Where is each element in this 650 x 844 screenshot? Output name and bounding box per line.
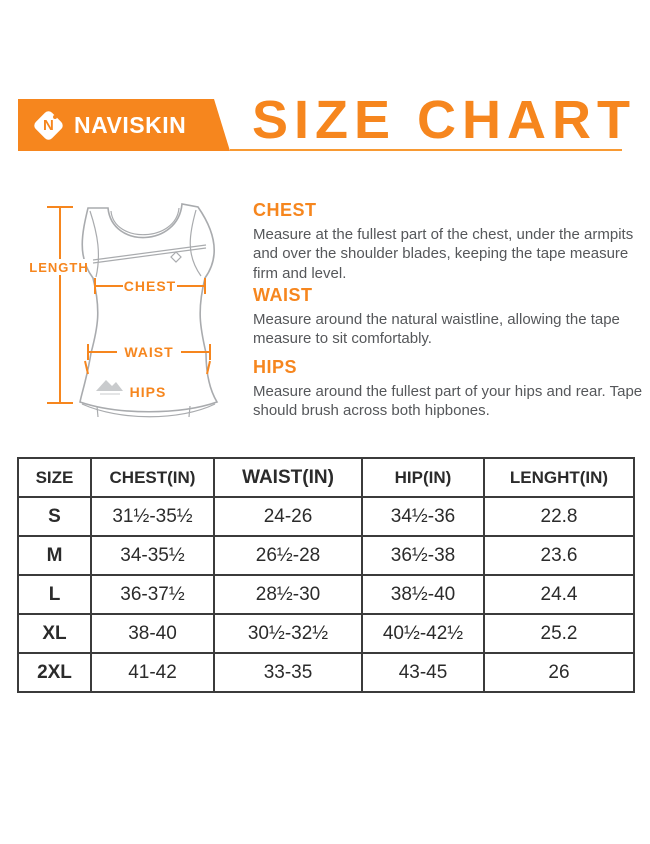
page-title: SIZE CHART [252, 90, 636, 150]
size-cell: XL [17, 613, 92, 654]
size-cell: 2XL [17, 652, 92, 693]
brand-logo-letter: N [42, 116, 54, 134]
table-cell: 38½-40 [361, 574, 485, 615]
section-hips-heading: HIPS [253, 357, 298, 377]
waist-label: WAIST [124, 344, 173, 360]
waist-line [87, 344, 211, 360]
table-cell: 41-42 [90, 652, 215, 693]
brand-name: NAVISKIN [74, 111, 187, 138]
header-hip: HIP(IN) [361, 457, 485, 498]
size-diagram: LENGTH CHEST WAIST HIPS [30, 195, 240, 430]
table-cell: 23.6 [483, 535, 635, 576]
brand-logo-diamond: N [31, 108, 65, 142]
header-chest: CHEST(IN) [90, 457, 215, 498]
table-cell: 24-26 [213, 496, 363, 537]
size-table: SIZE CHEST(IN) WAIST(IN) HIP(IN) LENGHT(… [17, 457, 635, 693]
brand-logo: N [31, 108, 65, 142]
chest-label: CHEST [124, 278, 176, 294]
table-cell: 34-35½ [90, 535, 215, 576]
section-waist-heading: WAIST [253, 285, 313, 305]
hips-label: HIPS [130, 384, 167, 400]
chest-line [94, 278, 206, 294]
table-cell: 25.2 [483, 613, 635, 654]
section-chest-body: Measure at the fullest part of the chest… [253, 226, 634, 282]
header-length: LENGHT(IN) [483, 457, 635, 498]
table-row: S 31½-35½ 24-26 34½-36 22.8 [17, 496, 635, 537]
section-waist: WAIST Measure around the natural waistli… [253, 285, 643, 349]
size-cell: L [17, 574, 92, 615]
size-cell: M [17, 535, 92, 576]
table-row: L 36-37½ 28½-30 38½-40 24.4 [17, 574, 635, 615]
table-cell: 28½-30 [213, 574, 363, 615]
table-cell: 26 [483, 652, 635, 693]
hips-ticks [84, 360, 211, 375]
table-cell: 38-40 [90, 613, 215, 654]
table-cell: 30½-32½ [213, 613, 363, 654]
section-chest: CHEST Measure at the fullest part of the… [253, 200, 643, 283]
section-waist-body: Measure around the natural waistline, al… [253, 311, 620, 348]
table-row: 2XL 41-42 33-35 43-45 26 [17, 652, 635, 693]
table-cell: 33-35 [213, 652, 363, 693]
header-size: SIZE [17, 457, 92, 498]
section-chest-heading: CHEST [253, 200, 317, 220]
size-cell: S [17, 496, 92, 537]
table-row: XL 38-40 30½-32½ 40½-42½ 25.2 [17, 613, 635, 654]
section-hips-body: Measure around the fullest part of your … [253, 383, 643, 420]
garment-outline [79, 203, 219, 413]
length-label: LENGTH [30, 260, 89, 275]
brand-logo-dot [52, 114, 57, 119]
table-row: M 34-35½ 26½-28 36½-38 23.6 [17, 535, 635, 576]
table-header-row: SIZE CHEST(IN) WAIST(IN) HIP(IN) LENGHT(… [17, 457, 635, 498]
table-cell: 22.8 [483, 496, 635, 537]
header-waist: WAIST(IN) [213, 457, 363, 498]
table-cell: 26½-28 [213, 535, 363, 576]
table-cell: 40½-42½ [361, 613, 485, 654]
section-hips: HIPS Measure around the fullest part of … [253, 357, 643, 421]
length-label-bg [32, 259, 86, 275]
brand-banner: N NAVISKIN [18, 99, 230, 151]
table-cell: 24.4 [483, 574, 635, 615]
title-underline [230, 149, 622, 151]
garment-detail-lines [81, 207, 216, 418]
table-cell: 34½-36 [361, 496, 485, 537]
length-line [47, 206, 73, 404]
table-cell: 31½-35½ [90, 496, 215, 537]
garment-mountain-logo [96, 380, 123, 395]
table-cell: 36-37½ [90, 574, 215, 615]
table-cell: 43-45 [361, 652, 485, 693]
table-cell: 36½-38 [361, 535, 485, 576]
